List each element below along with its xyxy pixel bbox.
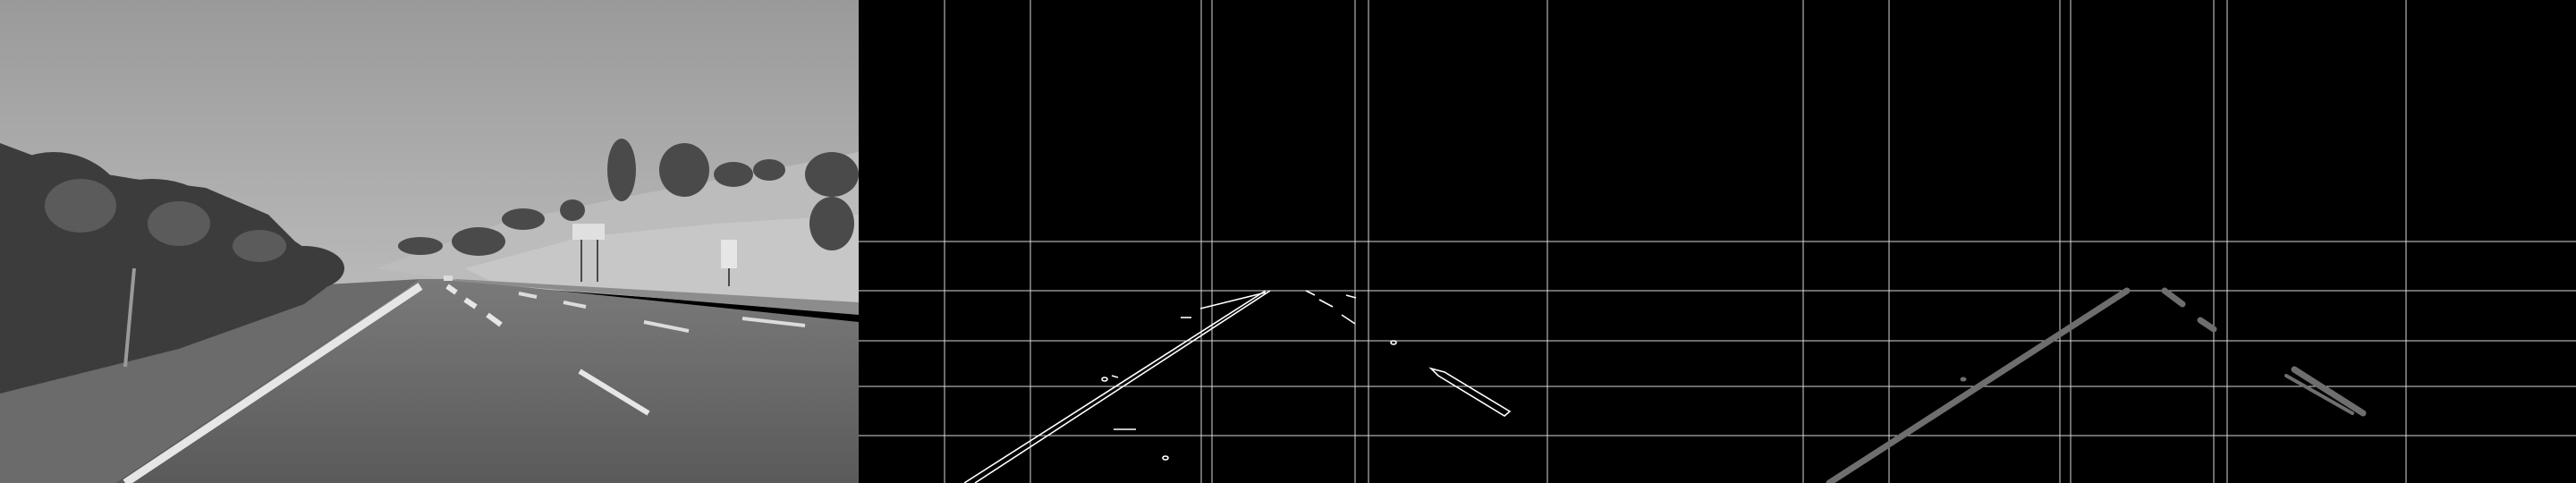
edge-image [859, 0, 1717, 483]
speed-sign [721, 240, 737, 286]
hough-image [1717, 0, 2576, 483]
far-lane-dashes [518, 292, 806, 333]
grid-lines [1717, 0, 2576, 483]
road [116, 279, 859, 483]
distant-car [444, 275, 453, 281]
right-lane-dashes [445, 284, 650, 416]
distant-trees [398, 139, 859, 256]
grid-lines [859, 0, 1717, 483]
road-sign [572, 224, 605, 282]
hough-lines [1826, 287, 2367, 483]
left-lane-line [123, 283, 423, 483]
road-photo-panel [0, 0, 859, 483]
edge-panel [859, 0, 1717, 483]
detected-edges [963, 290, 1512, 483]
road-photo [0, 0, 859, 483]
hough-panel [1717, 0, 2576, 483]
